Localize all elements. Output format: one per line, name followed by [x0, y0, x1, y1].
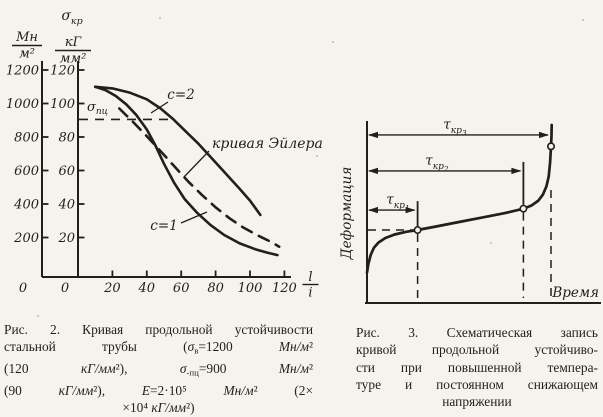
tau-kr-2-label: τкр2	[425, 153, 449, 174]
arrowhead	[368, 167, 378, 175]
caption-line: (120 кГ/мм²), σ-пц=900 Мн/м²	[4, 361, 313, 378]
deformation-curve	[365, 123, 554, 275]
x-tick-label: 80	[207, 281, 224, 296]
y-axis-label-deformation: Деформация	[339, 167, 355, 261]
annotation-leader	[180, 211, 208, 224]
unit-mn-m2-denominator: м²	[19, 46, 35, 61]
annotation--: кривая Эйлера	[212, 136, 323, 152]
y-tick-label-right: 80	[58, 131, 75, 146]
scan-speck	[331, 40, 335, 44]
y-tick-label-left: 800	[14, 131, 39, 146]
arrowhead	[368, 131, 378, 139]
arrowhead	[511, 167, 522, 175]
y-tick-label-right: 100	[50, 97, 75, 112]
unit-kg-mm2-numerator: кГ	[65, 35, 82, 50]
x-axis-label-l-i-numerator: l	[308, 270, 312, 285]
caption-line: стальной трубы (σв=1200 Мн/м²	[4, 339, 313, 356]
x-tick-label: 60	[173, 281, 190, 296]
curve-series-0	[93, 85, 262, 217]
scan-specks	[36, 16, 585, 318]
caption-line: ×10⁴ кГ/мм²)	[122, 400, 195, 416]
y-tick-label-left: 1000	[6, 97, 39, 112]
scan-speck	[315, 154, 319, 158]
x-axis-label-time: Время	[551, 285, 599, 301]
scan-speck	[489, 241, 493, 245]
y-tick-label-left: 1200	[6, 64, 39, 79]
tau-kr-3-label: τкр3	[443, 117, 467, 138]
caption-line: Рис. 2. Кривая продольной устойчивости	[4, 322, 313, 337]
fig3-caption: Рис. 3. Схематическая запись кривой продо…	[356, 324, 598, 410]
x-tick-label: 100	[238, 281, 263, 296]
scan-speck	[36, 314, 40, 318]
caption-line: Рис. 3. Схематическая запись	[356, 325, 598, 340]
fig2-caption: Рис. 2. Кривая продольной устойчивости ст…	[4, 321, 313, 416]
scan-speck	[158, 16, 162, 20]
y-tick-label-right: 60	[58, 164, 75, 179]
annotation-leader	[183, 150, 210, 178]
y-zero-right: 0	[61, 281, 69, 296]
x-tick-label: 40	[138, 281, 156, 296]
y-zero-left: 0	[19, 281, 27, 296]
y-tick-label-left: 600	[14, 164, 39, 179]
unit-kg-mm2-denominator: мм²	[60, 51, 87, 66]
arrowhead	[405, 206, 416, 214]
sigma-kr-axis-title: σкр	[61, 8, 82, 27]
scan-speck	[581, 18, 585, 22]
unit-mn-m2-numerator: Мн	[15, 30, 38, 45]
critical-point-marker	[413, 226, 422, 235]
critical-point-marker	[546, 142, 555, 151]
arrowhead	[368, 206, 378, 214]
fig3-schematic-chart: Деформация Время τкр1 τкр2 τкр3	[339, 117, 601, 304]
x-tick-label: 120	[272, 281, 297, 296]
tau-kr-1-label: τкр1	[386, 192, 409, 213]
caption-line: кривой продольной устойчиво-	[356, 342, 598, 358]
y-tick-label-left: 400	[13, 198, 39, 213]
x-axis-label-l-i-denominator: i	[308, 285, 312, 300]
annotation-c-2: c=2	[167, 87, 194, 103]
y-tick-label-right: 40	[57, 198, 75, 213]
sigma-pc-label: σпц	[87, 100, 108, 117]
y-tick-label-right: 20	[57, 231, 75, 246]
caption-line: туре и постоянном снижающем	[356, 376, 598, 392]
annotation-leader	[150, 101, 169, 114]
caption-line: напряжении	[442, 394, 512, 410]
x-tick-label: 20	[103, 281, 121, 296]
curve-series-2	[93, 85, 279, 257]
curve-series-1	[118, 107, 281, 248]
y-tick-label-left: 200	[13, 231, 39, 246]
arrowhead	[539, 131, 549, 139]
caption-line: сти при повышенной темпера-	[356, 359, 598, 375]
critical-point-marker	[519, 204, 528, 213]
caption-line: (90 кГ/мм²), E=2·10⁵ Мн/м² (2×	[4, 382, 313, 398]
annotation-c-1: c=1	[150, 218, 177, 234]
y-tick-label-right: 120	[50, 64, 75, 79]
